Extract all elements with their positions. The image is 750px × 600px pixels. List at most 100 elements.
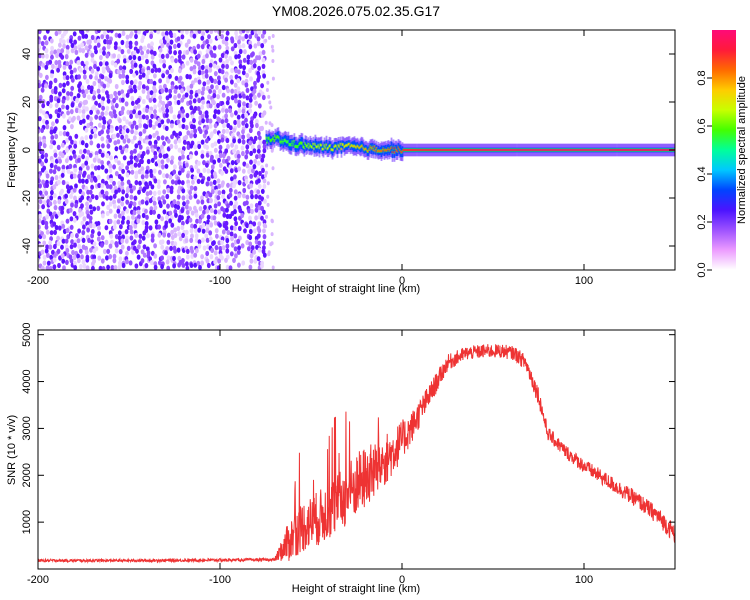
noise-cell bbox=[75, 97, 79, 103]
noise-cell bbox=[82, 69, 87, 75]
noise-cell bbox=[98, 265, 103, 270]
noise-cell bbox=[113, 62, 118, 68]
noise-cell bbox=[248, 97, 253, 103]
carrier-cell bbox=[651, 149, 654, 151]
noise-cell bbox=[181, 220, 185, 226]
noise-cell bbox=[250, 208, 254, 215]
noise-cell bbox=[124, 229, 129, 235]
noise-cell bbox=[105, 105, 110, 111]
noise-cell bbox=[84, 52, 89, 58]
noise-cell bbox=[210, 189, 215, 195]
noise-cell bbox=[168, 174, 173, 180]
noise-cell bbox=[84, 160, 89, 166]
noise-cell bbox=[104, 239, 109, 245]
noise-cell bbox=[69, 224, 74, 230]
noise-cell bbox=[165, 214, 169, 220]
noise-cell bbox=[269, 242, 273, 247]
noise-cell bbox=[173, 88, 178, 94]
noise-cell bbox=[224, 257, 228, 263]
carrier-cell bbox=[390, 146, 393, 149]
noise-cell bbox=[80, 195, 85, 201]
carrier-cell bbox=[467, 149, 470, 151]
noise-cell bbox=[249, 76, 253, 82]
noise-cell bbox=[84, 33, 89, 39]
noise-cell bbox=[54, 60, 59, 66]
noise-cell bbox=[230, 142, 235, 148]
carrier-cell bbox=[584, 149, 587, 151]
noise-cell bbox=[50, 88, 55, 94]
noise-cell bbox=[244, 78, 249, 84]
noise-cell bbox=[233, 42, 238, 49]
noise-cell bbox=[217, 209, 222, 215]
noise-cell bbox=[72, 153, 77, 159]
noise-cell bbox=[176, 247, 181, 253]
carrier-cell bbox=[535, 149, 538, 151]
noise-cell bbox=[194, 212, 199, 218]
noise-cell bbox=[100, 189, 105, 195]
noise-cell bbox=[160, 88, 165, 94]
noise-cell bbox=[153, 154, 158, 160]
noise-cell bbox=[181, 188, 186, 194]
noise-cell bbox=[253, 30, 258, 34]
noise-cell bbox=[60, 54, 65, 60]
noise-cell bbox=[90, 233, 94, 239]
noise-cell bbox=[82, 172, 86, 178]
noise-cell bbox=[62, 71, 67, 77]
noise-cell bbox=[221, 128, 226, 134]
noise-cell bbox=[168, 100, 173, 107]
noise-cell bbox=[194, 150, 199, 156]
noise-cell bbox=[120, 49, 125, 55]
carrier-cell bbox=[611, 149, 614, 151]
noise-cell bbox=[162, 141, 166, 147]
carrier-cell bbox=[391, 151, 394, 153]
noise-cell bbox=[100, 74, 105, 80]
noise-cell bbox=[188, 194, 193, 200]
noise-cell bbox=[140, 50, 145, 56]
noise-cell bbox=[256, 41, 261, 47]
noise-cell bbox=[217, 201, 222, 207]
carrier-cell bbox=[378, 150, 381, 153]
carrier-cell bbox=[571, 149, 574, 151]
noise-cell bbox=[213, 173, 218, 179]
noise-cell bbox=[66, 168, 71, 174]
noise-cell bbox=[106, 128, 110, 135]
carrier-cell bbox=[580, 149, 583, 151]
noise-cell bbox=[161, 148, 165, 154]
noise-cell bbox=[121, 189, 126, 195]
carrier-cell bbox=[458, 149, 461, 151]
noise-cell bbox=[57, 63, 62, 69]
carrier-cell bbox=[318, 146, 321, 149]
noise-cell bbox=[109, 233, 114, 239]
noise-cell bbox=[205, 152, 210, 158]
noise-cell bbox=[62, 82, 66, 88]
noise-cell bbox=[204, 69, 209, 75]
noise-cell bbox=[77, 173, 82, 179]
noise-cell bbox=[250, 52, 254, 58]
carrier-cell bbox=[631, 149, 634, 151]
carrier-cell bbox=[362, 147, 365, 149]
noise-cell bbox=[116, 139, 121, 145]
noise-cell bbox=[160, 159, 165, 165]
noise-cell bbox=[72, 211, 77, 217]
noise-cell bbox=[121, 215, 126, 221]
carrier-cell bbox=[618, 149, 621, 151]
noise-cell bbox=[38, 218, 42, 224]
carrier-cell bbox=[367, 150, 370, 153]
noise-cell bbox=[134, 113, 139, 119]
noise-cell bbox=[196, 178, 201, 184]
noise-cell bbox=[243, 228, 247, 234]
noise-cell bbox=[150, 184, 155, 190]
noise-cell bbox=[156, 30, 161, 35]
noise-cell bbox=[40, 127, 44, 133]
noise-cell bbox=[105, 210, 110, 217]
noise-cell bbox=[101, 201, 105, 207]
noise-cell bbox=[130, 124, 135, 130]
carrier-cell bbox=[353, 144, 356, 147]
noise-cell bbox=[249, 93, 253, 99]
noise-cell bbox=[73, 195, 77, 201]
noise-cell bbox=[208, 150, 213, 157]
noise-cell bbox=[140, 153, 145, 160]
noise-cell bbox=[120, 181, 125, 187]
noise-cell bbox=[176, 200, 181, 206]
noise-cell bbox=[251, 168, 255, 174]
